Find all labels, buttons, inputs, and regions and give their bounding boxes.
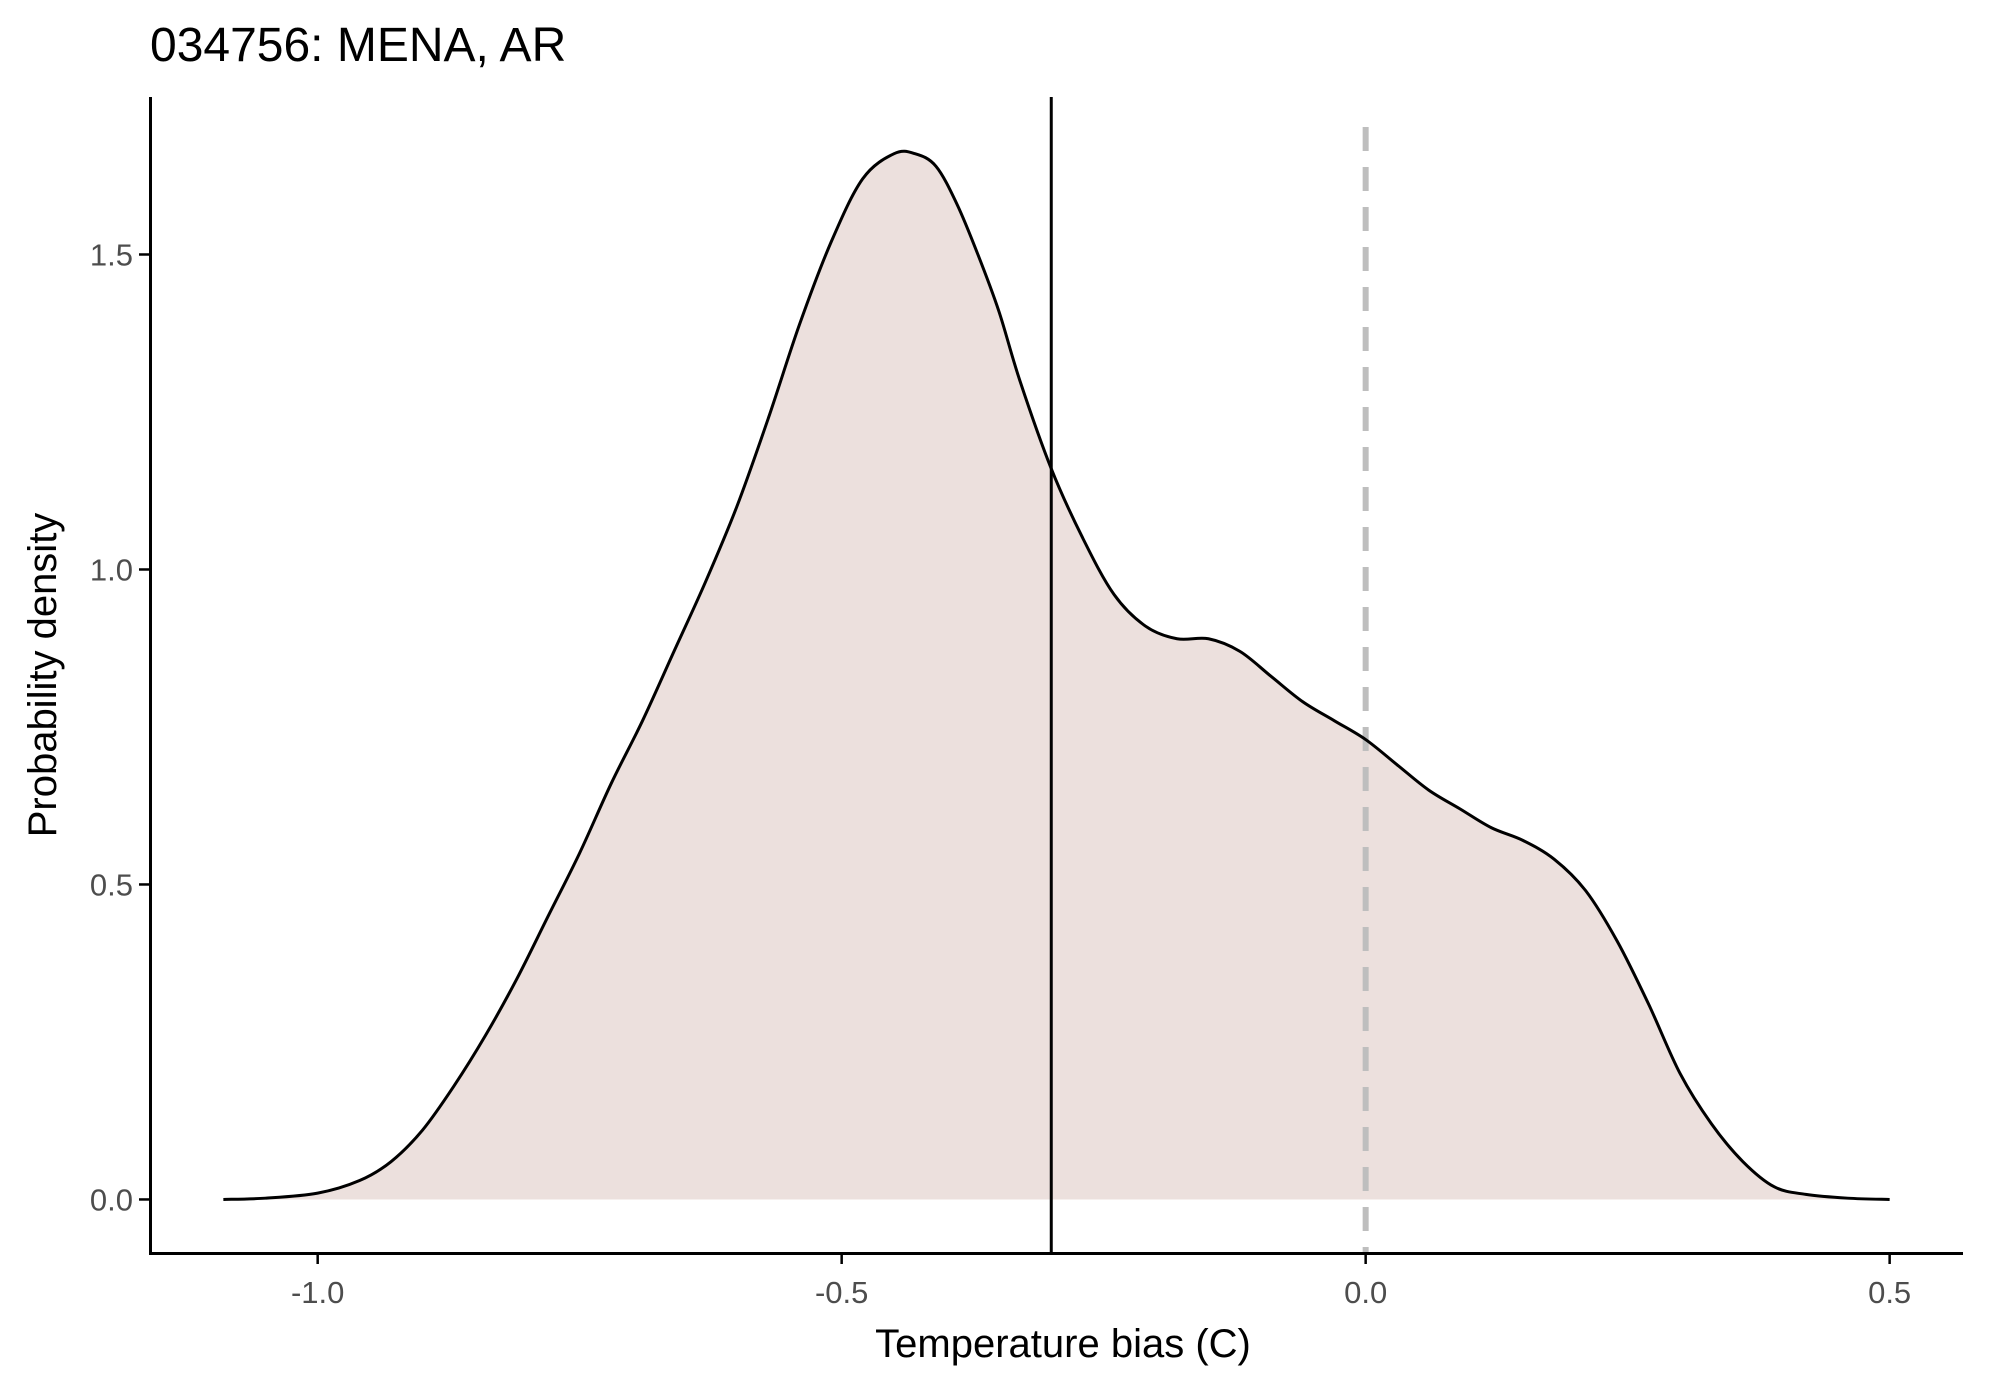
density-area <box>223 151 1890 1200</box>
x-tick-label: 0.0 <box>1344 1275 1387 1310</box>
x-axis-ticks: -1.0 -0.5 0.0 0.5 <box>291 1253 1911 1310</box>
y-axis-ticks: 0.0 0.5 1.0 1.5 <box>90 237 150 1217</box>
y-axis-title: Probability density <box>21 513 65 838</box>
x-tick-label: -0.5 <box>815 1275 868 1310</box>
density-curve <box>223 149 1890 1201</box>
x-tick-label: -1.0 <box>291 1275 344 1310</box>
y-tick-label: 0.5 <box>90 867 133 902</box>
x-axis-title: Temperature bias (C) <box>875 1322 1251 1366</box>
y-tick-label: 1.5 <box>90 237 133 272</box>
y-tick-label: 1.0 <box>90 552 133 587</box>
x-tick-label: 0.5 <box>1868 1275 1911 1310</box>
y-tick-label: 0.0 <box>90 1182 133 1217</box>
chart-title: 034756: MENA, AR <box>150 19 566 72</box>
plot-area <box>223 97 1890 1253</box>
